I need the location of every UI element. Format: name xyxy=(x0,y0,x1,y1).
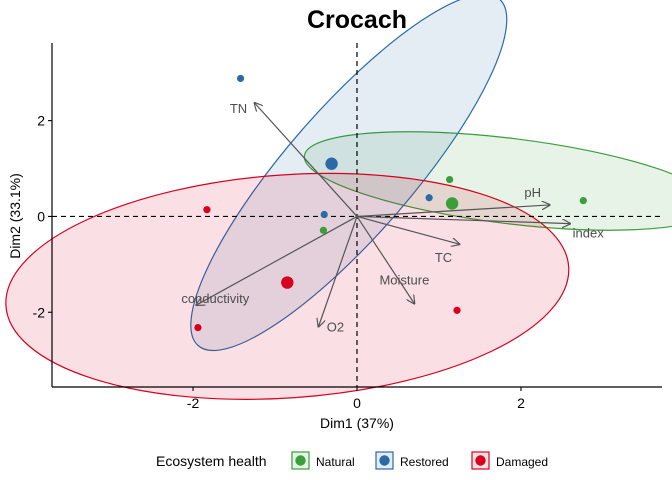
arrow-index xyxy=(356,215,570,223)
legend-marker-restored xyxy=(379,455,390,466)
point-restored-1 xyxy=(236,74,245,83)
y-tick-label-1: -2 xyxy=(33,304,46,320)
legend-marker-natural xyxy=(295,455,306,466)
arrow-o2 xyxy=(318,216,358,326)
point-natural-2 xyxy=(579,197,587,205)
legend-title: Ecosystem health xyxy=(156,453,267,469)
point-restored-2 xyxy=(320,210,328,219)
variable-label-tn: TN xyxy=(230,101,247,116)
arrow-tc xyxy=(356,215,459,244)
arrow-ph xyxy=(356,205,550,218)
legend-marker-damaged xyxy=(475,455,486,466)
y-axis-title: Dim2 (33.1%) xyxy=(7,173,23,259)
centroid-damaged xyxy=(281,276,294,289)
legend-label-damaged: Damaged xyxy=(496,455,548,469)
centroid-natural xyxy=(445,197,459,210)
y-tick-label-2: 0 xyxy=(37,208,45,224)
arrow-tn xyxy=(255,103,358,217)
x-axis-title: Dim1 (37%) xyxy=(320,415,394,431)
point-damaged-3 xyxy=(453,306,461,314)
variable-label-index: index xyxy=(573,226,605,241)
x-tick-label-3: 2 xyxy=(517,395,525,411)
y-tick-label-3: 2 xyxy=(37,113,45,129)
variable-label-conductivity: conductivity xyxy=(181,291,249,306)
legend-label-restored: Restored xyxy=(400,455,449,469)
variable-label-ph: pH xyxy=(524,185,541,200)
axes: -2 0 2 -2 0 2 xyxy=(33,43,662,411)
point-natural-1 xyxy=(446,175,454,184)
point-natural-3 xyxy=(319,226,327,234)
arrow-moisture xyxy=(356,216,414,303)
point-damaged-1 xyxy=(203,206,211,214)
variable-label-o2: O2 xyxy=(327,320,344,335)
plot-area: TN pH index TC Moisture O2 conductivity xyxy=(5,0,672,400)
variable-label-tc: TC xyxy=(435,250,452,265)
legend: Ecosystem health Natural Restored Damaged xyxy=(156,451,548,470)
variable-label-moisture: Moisture xyxy=(379,273,429,288)
x-tick-label-2: 0 xyxy=(353,395,361,411)
x-tick-label-1: -2 xyxy=(187,395,200,411)
arrow-conductivity xyxy=(196,215,358,305)
chart-title: Crocach xyxy=(307,6,407,34)
legend-label-natural: Natural xyxy=(316,455,355,469)
ellipse-natural xyxy=(303,131,672,231)
point-damaged-2 xyxy=(194,323,202,332)
centroid-restored xyxy=(325,157,338,170)
point-restored-3 xyxy=(425,194,433,202)
